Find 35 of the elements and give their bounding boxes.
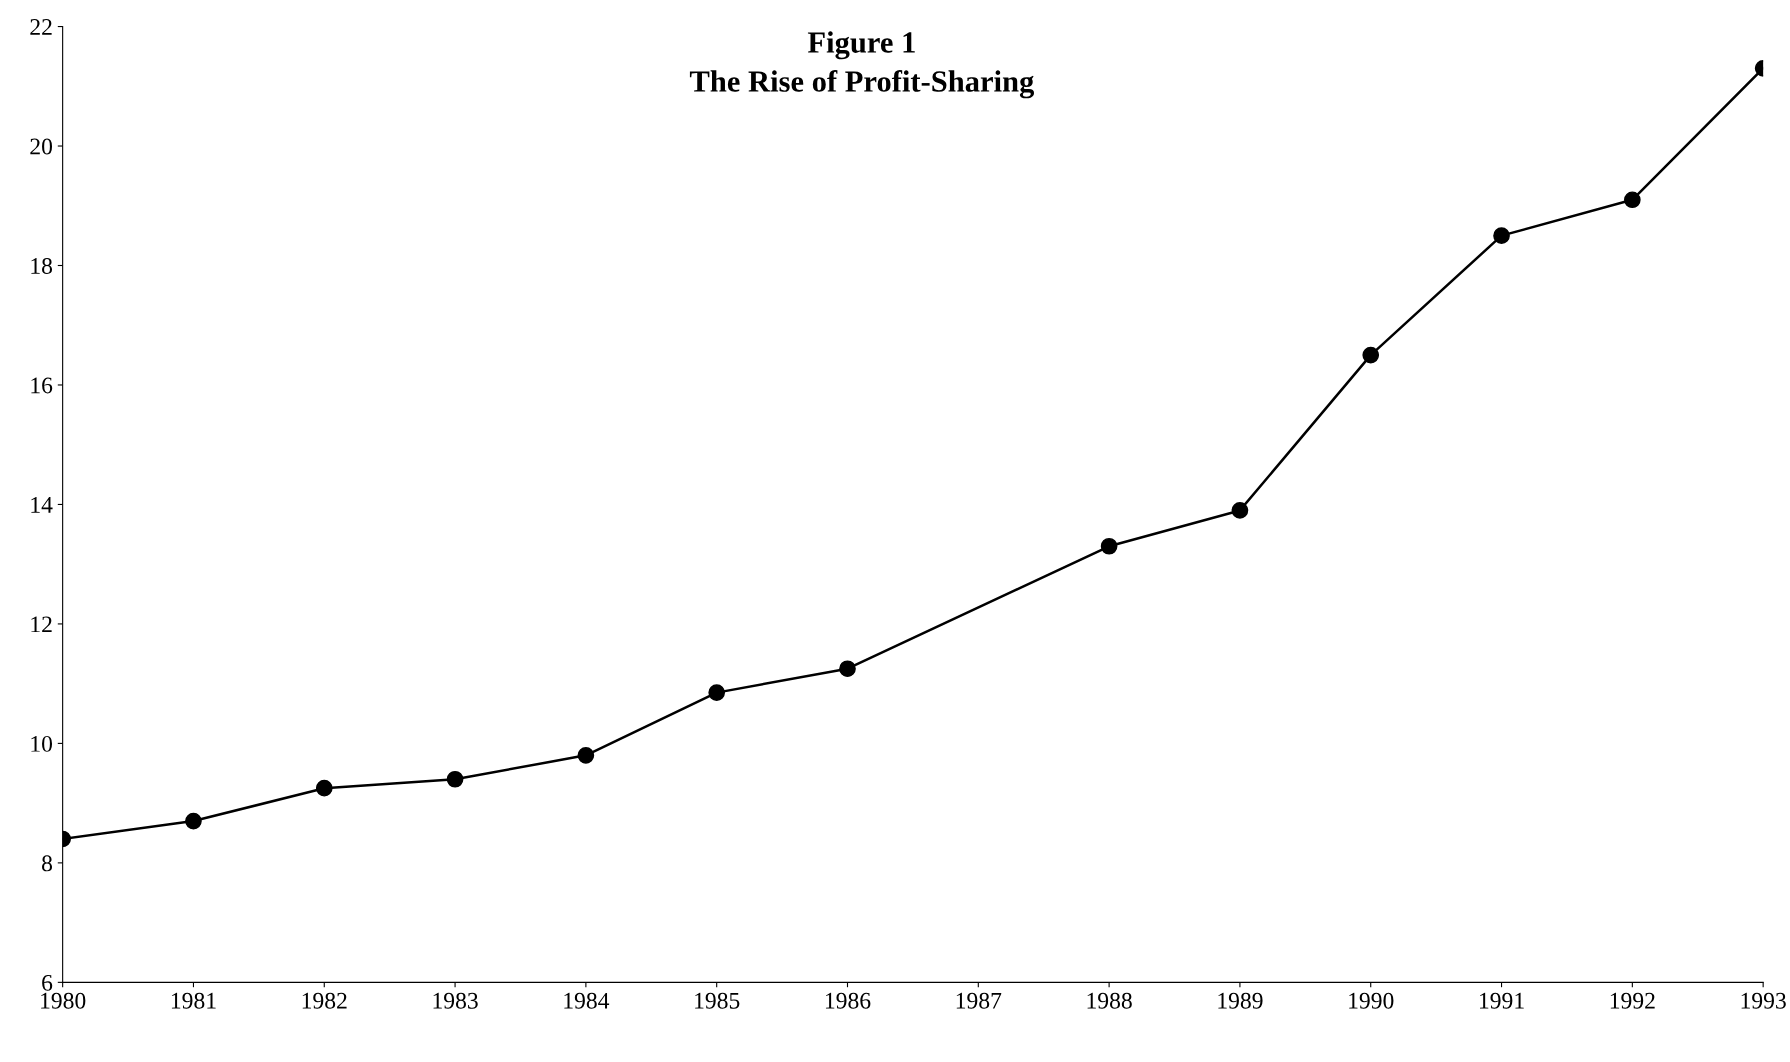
point bbox=[1231, 502, 1249, 519]
x-tick-label: 1984 bbox=[564, 992, 610, 1009]
point bbox=[1493, 227, 1510, 244]
point bbox=[315, 779, 333, 797]
y-tick-label: 22 bbox=[30, 19, 52, 35]
point bbox=[839, 660, 856, 678]
x-tick-label: 1987 bbox=[956, 992, 1002, 1009]
y-tick-label: 14 bbox=[31, 497, 53, 513]
point bbox=[577, 747, 595, 764]
point bbox=[185, 812, 202, 830]
point bbox=[1362, 346, 1380, 364]
x-tick-label: 1992 bbox=[1610, 992, 1655, 1009]
point bbox=[446, 770, 464, 788]
x-tick-label: 1990 bbox=[1349, 992, 1394, 1009]
x-tick-label: 1991 bbox=[1480, 992, 1524, 1009]
x-tick-label: 1983 bbox=[433, 992, 478, 1009]
point bbox=[1624, 191, 1641, 209]
text: Figure 1 The Rise of Profit-Sharing bbox=[689, 31, 1035, 99]
x-tick-label: 1985 bbox=[695, 992, 740, 1009]
y-tick-label: 18 bbox=[31, 257, 53, 274]
y-tick-label: 10 bbox=[31, 735, 53, 752]
x-tick-label: 1988 bbox=[1087, 992, 1132, 1009]
point bbox=[708, 684, 726, 701]
x-tick-label: 1980 bbox=[41, 992, 86, 1009]
x-tick-label: 1993 bbox=[1741, 992, 1786, 1009]
x-tick-label: 1982 bbox=[302, 992, 347, 1009]
y-tick-label: 8 bbox=[42, 855, 53, 872]
point bbox=[1100, 537, 1118, 555]
y-tick-label: 12 bbox=[31, 616, 52, 633]
y-tick-label: 6 bbox=[42, 974, 53, 991]
x-tick-label: 1989 bbox=[1218, 992, 1263, 1009]
x-tick-label: 1981 bbox=[171, 992, 216, 1009]
x-tick-label: 1986 bbox=[825, 992, 871, 1009]
y-tick-label: 20 bbox=[30, 138, 53, 155]
y-tick-label: 16 bbox=[31, 377, 53, 394]
